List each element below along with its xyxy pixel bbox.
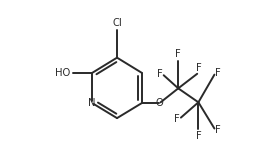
Text: Cl: Cl (112, 18, 122, 28)
Text: F: F (215, 68, 221, 78)
Text: F: F (157, 69, 163, 79)
Text: F: F (196, 131, 201, 141)
Text: O: O (156, 98, 163, 108)
Text: F: F (174, 114, 180, 124)
Text: F: F (196, 63, 201, 73)
Text: N: N (88, 98, 96, 108)
Text: F: F (175, 49, 181, 59)
Text: F: F (215, 125, 221, 135)
Text: HO: HO (55, 68, 71, 78)
